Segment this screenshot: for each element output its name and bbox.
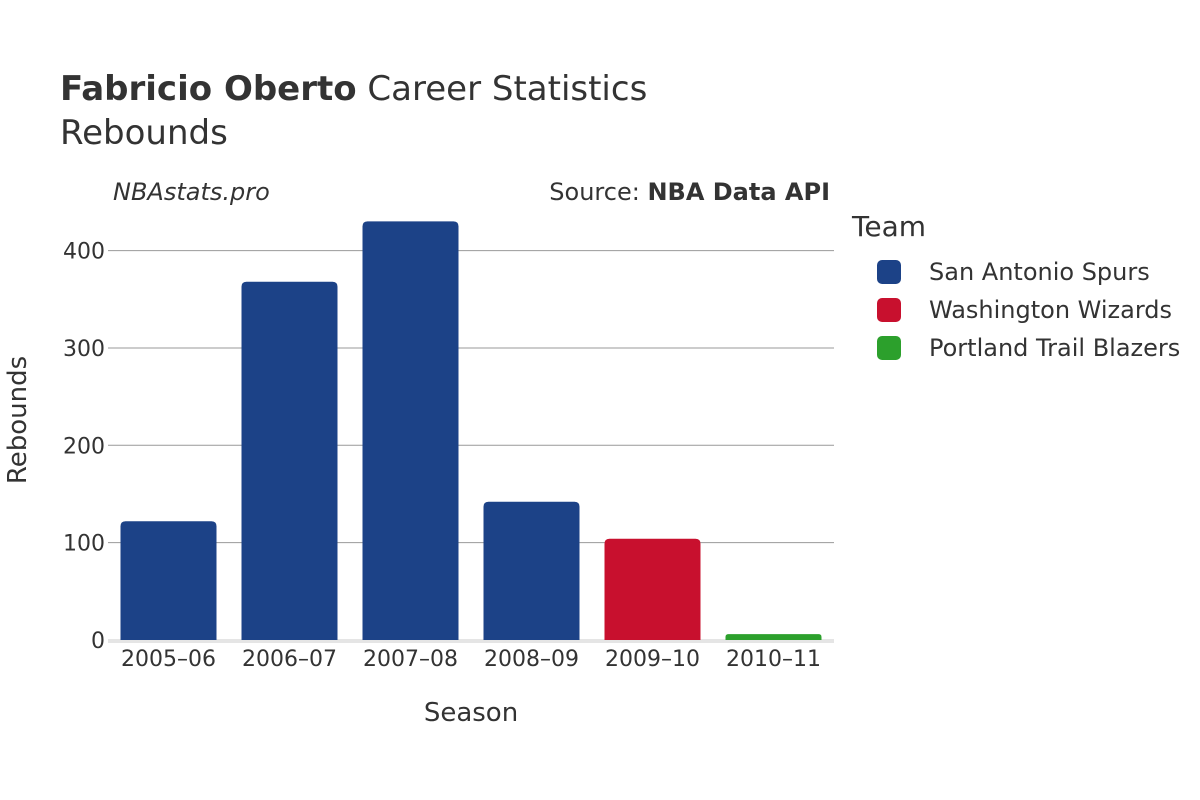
source-name: NBA Data API: [647, 178, 830, 206]
x-axis-label: Season: [424, 698, 518, 728]
x-tick-label: 2008–09: [484, 647, 579, 672]
legend-label: San Antonio Spurs: [929, 258, 1150, 286]
chart-title: Fabricio Oberto Career Statistics: [60, 68, 647, 110]
legend-item[interactable]: San Antonio Spurs: [852, 253, 1180, 291]
bar-2006–07[interactable]: [241, 281, 338, 640]
bars: [120, 221, 822, 640]
y-tick-label: 200: [63, 434, 105, 459]
bar-2005–06[interactable]: [120, 521, 217, 640]
legend-swatch: [877, 336, 901, 360]
y-tick-label: 300: [63, 337, 105, 362]
x-tick-label: 2009–10: [605, 647, 700, 672]
legend-label: Washington Wizards: [929, 296, 1173, 324]
source-prefix: Source:: [549, 178, 648, 206]
legend-title: Team: [852, 210, 927, 243]
bar-2007–08[interactable]: [362, 221, 459, 640]
player-name: Fabricio Oberto: [60, 69, 357, 109]
x-tick-label: 2007–08: [363, 647, 458, 672]
gridlines: [108, 250, 834, 643]
legend-label: Portland Trail Blazers: [929, 334, 1181, 362]
legend-item[interactable]: Washington Wizards: [852, 291, 1180, 329]
x-tick-label: 2005–06: [121, 647, 216, 672]
legend-swatch: [877, 298, 901, 322]
x-tick-label: 2006–07: [242, 647, 337, 672]
legend-swatch: [877, 260, 901, 284]
legend-items: San Antonio Spurs Washington Wizards Portl…: [852, 253, 1180, 367]
brand-label: NBAstats.pro: [113, 178, 270, 206]
y-tick-label: 100: [63, 532, 105, 557]
y-tick-labels: 0 100 200 300 400: [63, 240, 105, 654]
title-suffix: Career Statistics: [356, 69, 648, 109]
legend: Team San Antonio Spurs Washington Wizards…: [852, 210, 1180, 367]
chart-subtitle: Rebounds: [60, 113, 228, 153]
y-tick-label: 400: [63, 240, 105, 265]
source-label: Source: NBA Data API: [549, 178, 830, 206]
legend-item[interactable]: Portland Trail Blazers: [852, 329, 1180, 367]
x-tick-label: 2010–11: [726, 647, 821, 672]
bar-2009–10[interactable]: [604, 538, 701, 640]
y-tick-label: 0: [91, 629, 105, 654]
bar-2010–11[interactable]: [725, 634, 822, 640]
bar-2008–09[interactable]: [483, 501, 580, 640]
x-tick-labels: 2005–06 2006–07 2007–08 2008–09 2009–10 2010–…: [121, 647, 821, 672]
y-axis-label: Rebounds: [3, 356, 33, 484]
